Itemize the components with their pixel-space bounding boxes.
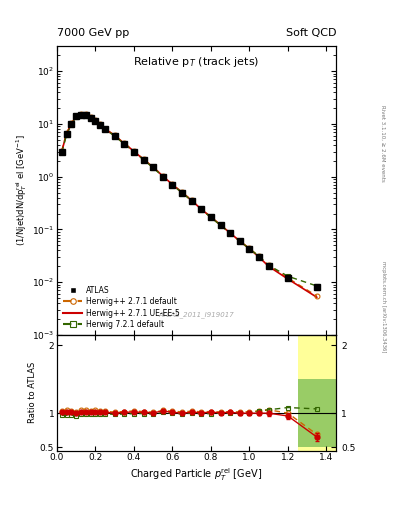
Text: ATLAS_2011_I919017: ATLAS_2011_I919017 (159, 311, 234, 317)
Y-axis label: Ratio to ATLAS: Ratio to ATLAS (28, 362, 37, 423)
Text: 7000 GeV pp: 7000 GeV pp (57, 28, 129, 38)
Text: Soft QCD: Soft QCD (286, 28, 336, 38)
Bar (298, 335, 336, 451)
Text: Relative p$_T$ (track jets): Relative p$_T$ (track jets) (133, 55, 260, 69)
Text: Rivet 3.1.10, ≥ 2.6M events: Rivet 3.1.10, ≥ 2.6M events (381, 105, 386, 182)
Legend: ATLAS, Herwig++ 2.7.1 default, Herwig++ 2.7.1 UE-EE-5, Herwig 7.2.1 default: ATLAS, Herwig++ 2.7.1 default, Herwig++ … (61, 284, 182, 331)
Text: mcplots.cern.ch [arXiv:1306.3436]: mcplots.cern.ch [arXiv:1306.3436] (381, 262, 386, 353)
Bar (298, 379, 336, 447)
Y-axis label: (1/Njet)dN/dp$_T^{\rm rel}$ el [GeV$^{-1}$]: (1/Njet)dN/dp$_T^{\rm rel}$ el [GeV$^{-1… (14, 135, 29, 246)
X-axis label: Charged Particle $p_T^{\rm rel}$ [GeV]: Charged Particle $p_T^{\rm rel}$ [GeV] (130, 466, 263, 483)
